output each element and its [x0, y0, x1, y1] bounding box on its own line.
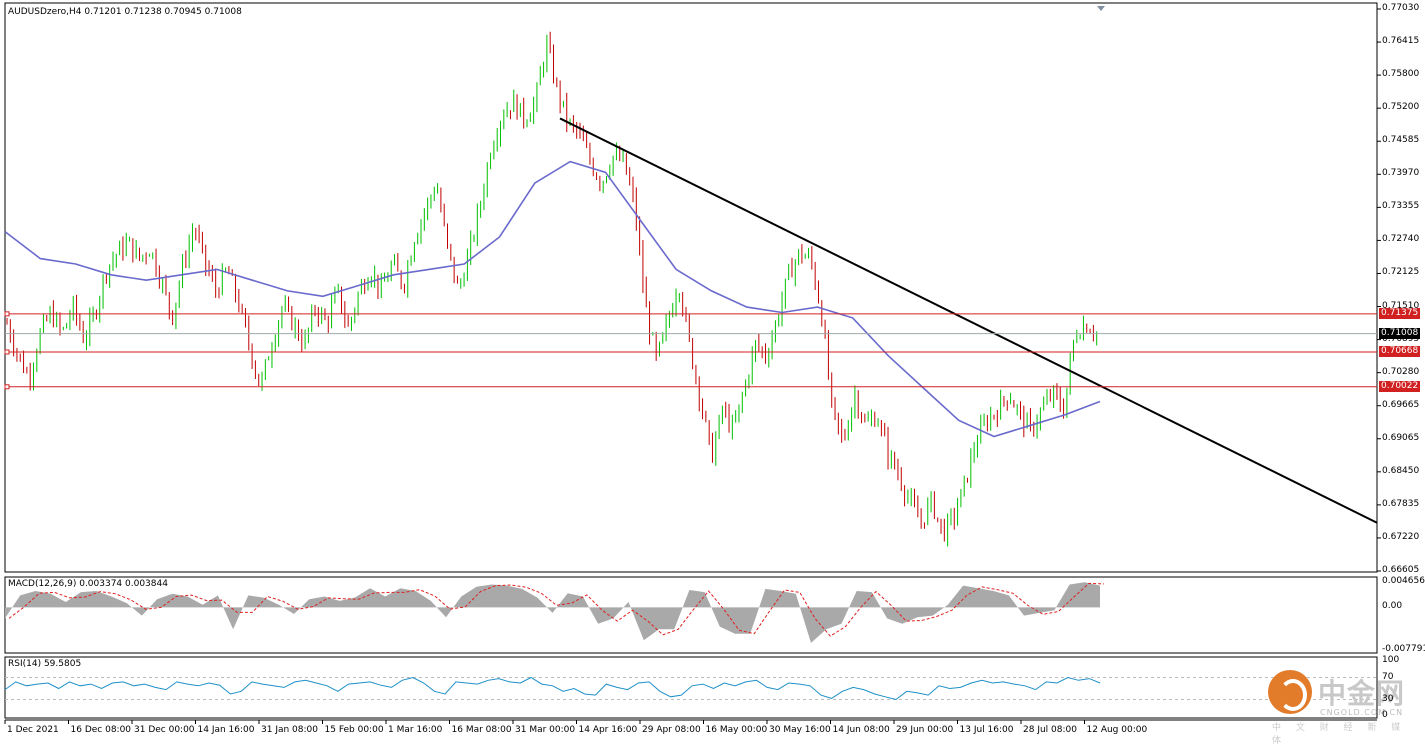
main-pane-frame: [4, 2, 1378, 573]
x-tick-label: 29 Apr 08:00: [642, 725, 701, 735]
x-tick-label: 28 Jul 08:00: [1023, 725, 1077, 735]
watermark-tagline: 中 文 财 经 新 媒 体: [1272, 723, 1407, 746]
x-tick-label: 14 Jun 08:00: [832, 725, 890, 735]
y-tick-label: 0.76415: [1382, 36, 1420, 47]
macd-y-label: -0.007791: [1382, 644, 1425, 654]
x-tick-label: 16 May 00:00: [705, 725, 768, 735]
y-tick-label: 0.74585: [1382, 135, 1420, 146]
x-tick-label: 1 Mar 16:00: [388, 725, 443, 735]
moving-average-line: [4, 160, 1101, 438]
x-tick-label: 16 Dec 08:00: [70, 725, 132, 735]
y-tick-label: 0.75800: [1382, 69, 1420, 80]
y-tick-label: 0.69665: [1382, 399, 1420, 410]
macd-title: MACD(12,26,9) 0.003374 0.003844: [8, 579, 168, 589]
rsi-title: RSI(14) 59.5805: [8, 659, 82, 669]
y-tick-label: 0.73970: [1382, 168, 1420, 179]
watermark: 中金网 CNGOLD.COM.CN 中 文 财 经 新 媒 体: [1268, 670, 1425, 746]
x-tick-label: 13 Jul 16:00: [959, 725, 1014, 735]
x-tick-label: 15 Feb 00:00: [324, 725, 384, 735]
watermark-title: 中金网: [1318, 677, 1406, 710]
x-tick-label: 31 Dec 00:00: [134, 725, 195, 735]
y-tick-label: 0.69065: [1382, 432, 1420, 443]
macd-histogram: [5, 582, 1100, 643]
y-tick-label: 0.67220: [1382, 531, 1420, 542]
rsi-y-label: 70: [1382, 671, 1394, 682]
macd-signal-line: [8, 582, 1105, 637]
main-chart-title: AUDUSDzero,H4 0.71201 0.71238 0.70945 0.…: [8, 7, 242, 17]
y-tick-label: 0.70280: [1382, 366, 1420, 377]
rsi-pane-frame: [4, 656, 1378, 719]
shift-marker-icon: [1097, 6, 1105, 11]
rsi-y-label: 100: [1382, 655, 1400, 665]
rsi-y-label: 0: [1382, 710, 1388, 720]
y-tick-label: 0.71510: [1382, 300, 1420, 311]
macd-pane-frame: [4, 576, 1378, 654]
x-tick-label: 30 May 16:00: [769, 725, 831, 735]
macd-y-label: 0.004656: [1382, 576, 1425, 586]
level-anchor: [4, 311, 10, 317]
price-level-tag: 0.70022: [1379, 381, 1421, 393]
level-anchor: [4, 349, 10, 355]
y-tick-label: 0.66605: [1382, 565, 1420, 575]
x-tick-label: 14 Jan 16:00: [197, 725, 255, 735]
x-tick-label: 14 Apr 16:00: [578, 725, 638, 735]
rsi-y-label: 30: [1382, 693, 1394, 704]
watermark-subtitle: CNGOLD.COM.CN: [1320, 708, 1404, 717]
y-tick-label: 0.68450: [1382, 465, 1420, 476]
price-level-tag: 0.70668: [1379, 346, 1421, 358]
price-level-tag: 0.71008: [1379, 328, 1421, 340]
cngold-logo-icon: [1268, 670, 1312, 714]
x-tick-label: 1 Dec 2021: [7, 725, 59, 735]
y-tick-label: 0.75200: [1382, 102, 1420, 113]
price-level-tag: 0.71375: [1379, 308, 1421, 320]
y-tick-label: 0.73355: [1382, 201, 1420, 212]
macd-y-label: 0.00: [1382, 601, 1403, 612]
x-tick-label: 12 Aug 00:00: [1086, 725, 1148, 735]
x-tick-label: 29 Jun 00:00: [896, 725, 954, 735]
trendline: [559, 117, 1378, 524]
rsi-line: [4, 676, 1101, 701]
y-tick-label: 0.72740: [1382, 234, 1420, 245]
y-tick-label: 0.72125: [1382, 267, 1420, 278]
level-anchor: [4, 384, 10, 390]
y-tick-label: 0.67835: [1382, 498, 1420, 509]
x-tick-label: 31 Jan 08:00: [261, 725, 318, 735]
x-tick-label: 16 Mar 08:00: [451, 725, 512, 735]
y-tick-label: 0.77030: [1382, 3, 1420, 13]
x-tick-label: 31 Mar 00:00: [515, 725, 576, 735]
